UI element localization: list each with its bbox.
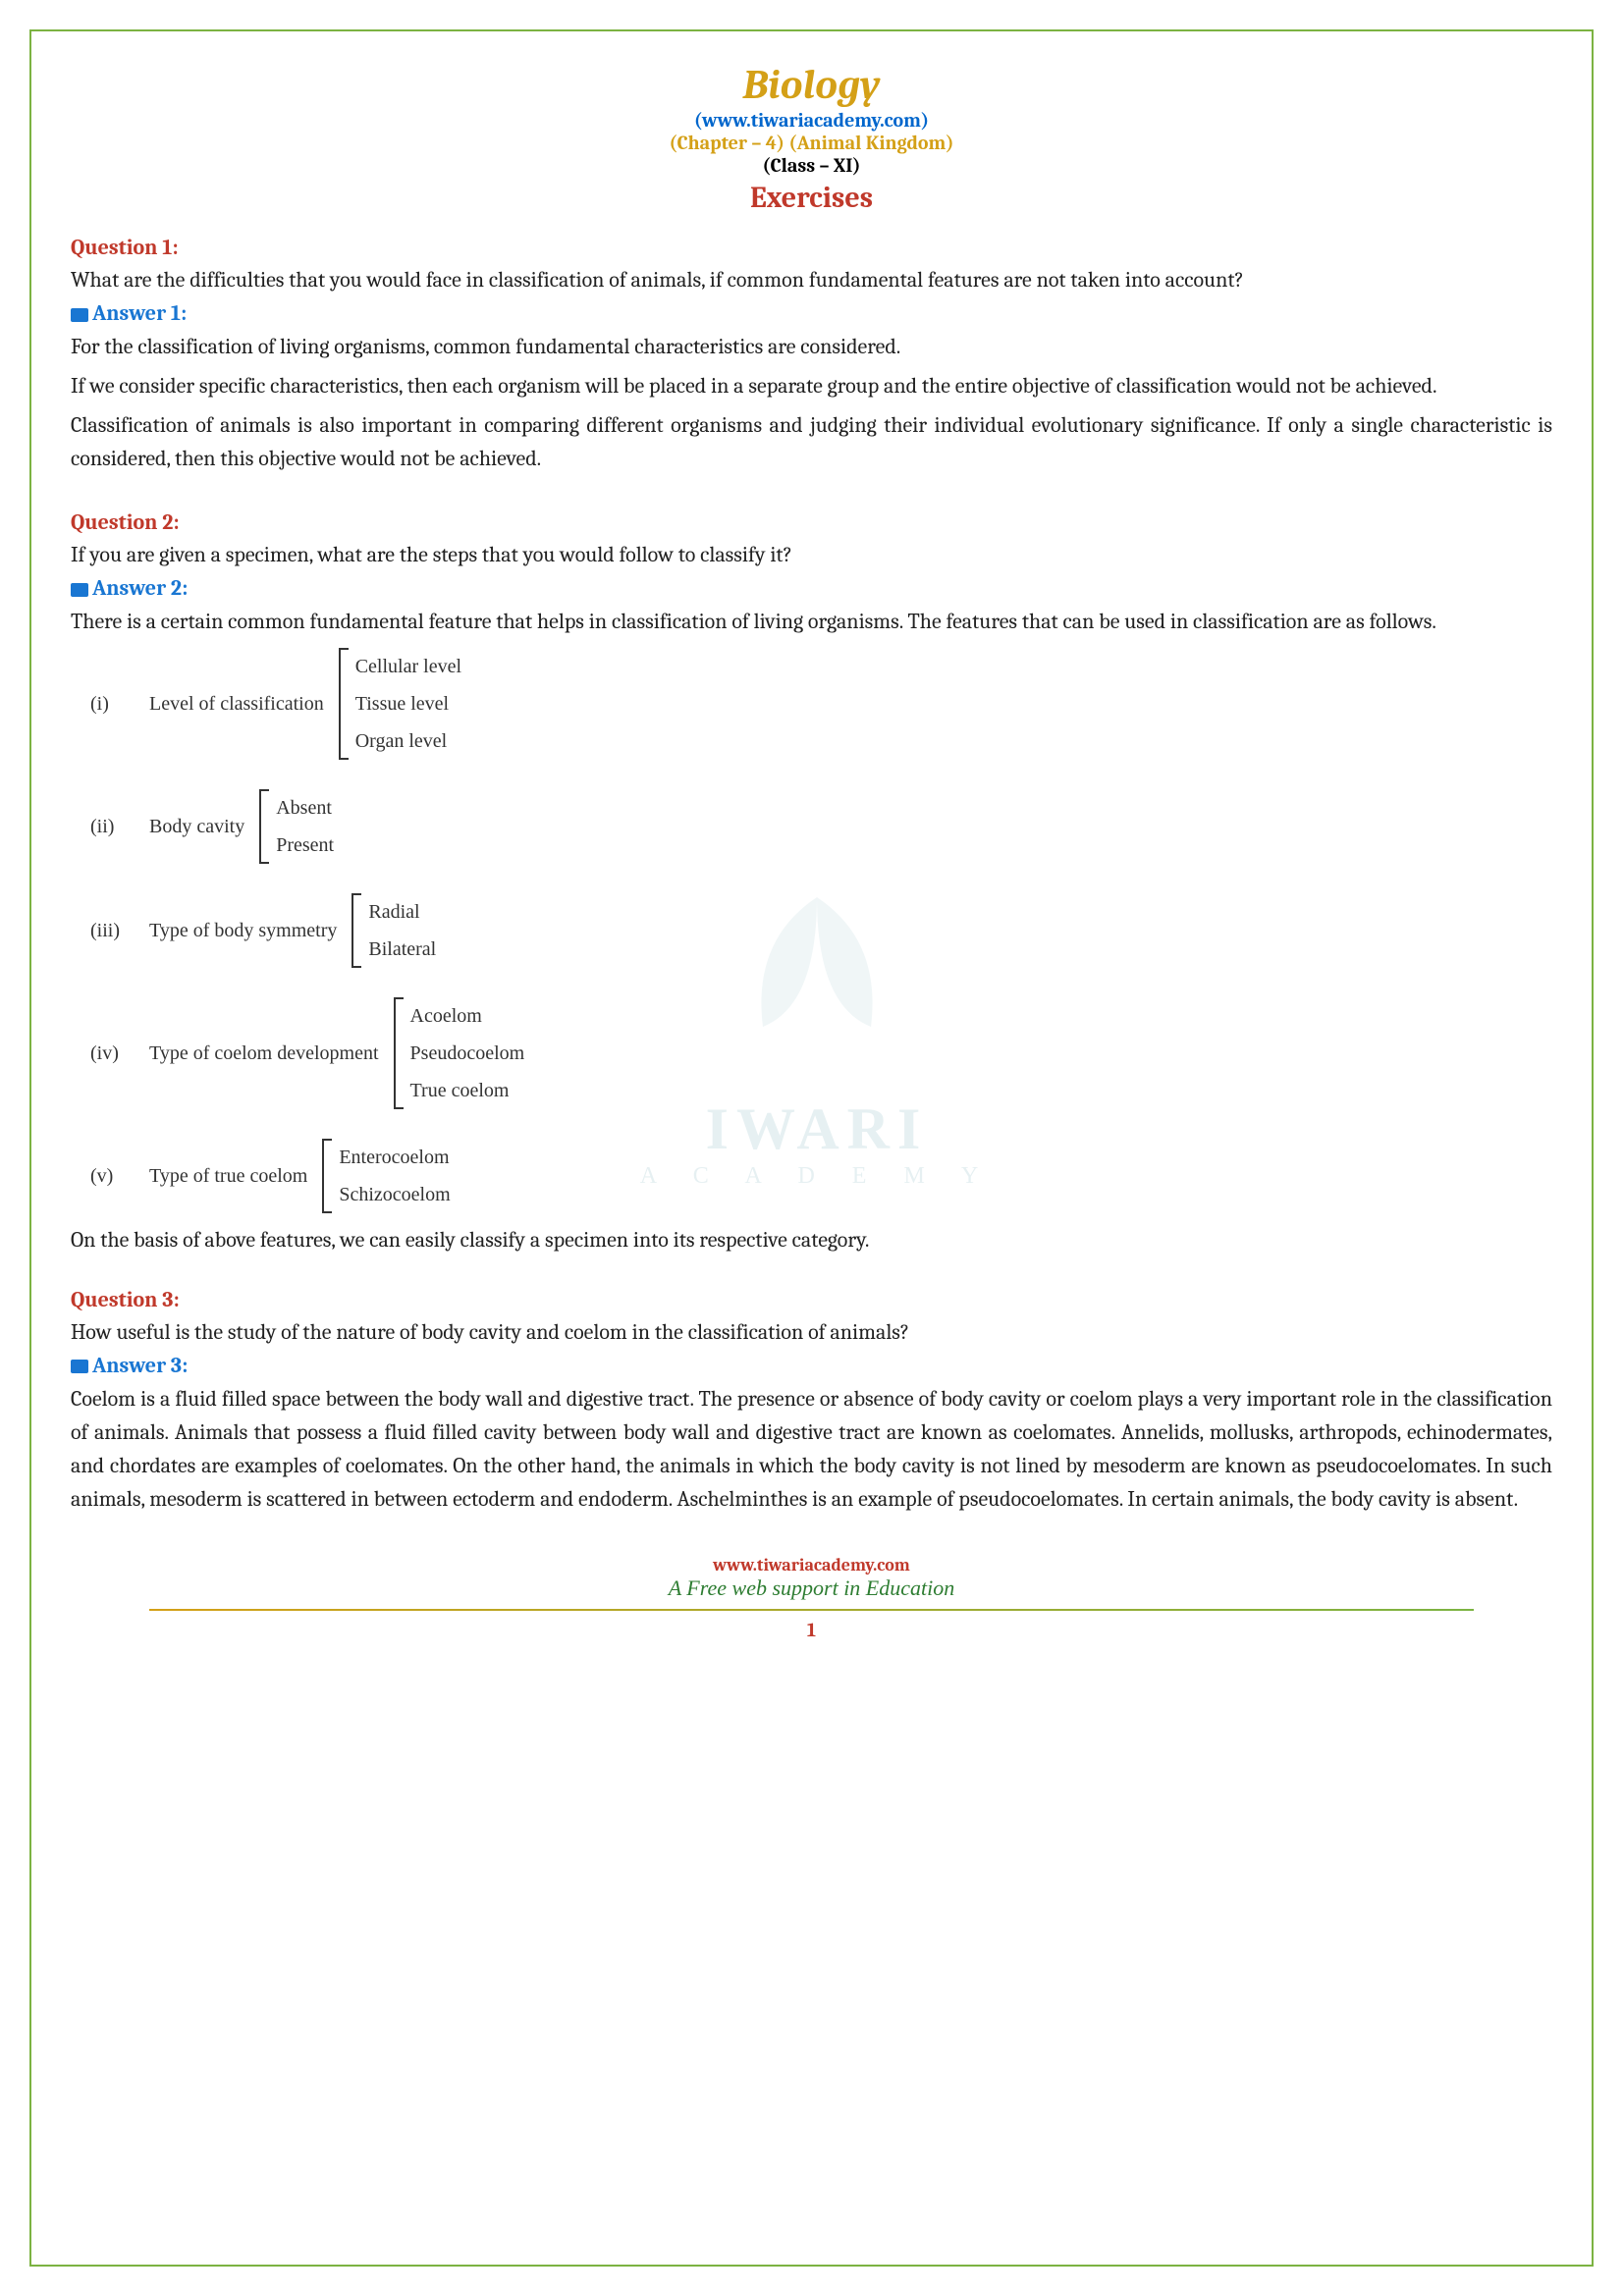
- feature-num: (i): [90, 693, 149, 716]
- document-header: Biology (www.tiwariacademy.com) (Chapter…: [71, 61, 1552, 215]
- feature-label: Body cavity: [149, 816, 259, 838]
- question-text: What are the difficulties that you would…: [71, 264, 1552, 296]
- feature-label: Level of classification: [149, 693, 339, 716]
- answer-outro: On the basis of above features, we can e…: [71, 1223, 1552, 1256]
- feature-row: (ii) Body cavity Absent Present: [90, 789, 1552, 864]
- option: Absent: [276, 789, 334, 827]
- feature-options: Radial Bilateral: [352, 893, 436, 968]
- website-url: (www.tiwariacademy.com): [71, 109, 1552, 132]
- option: True coelom: [410, 1072, 525, 1109]
- feature-options: Cellular level Tissue level Organ level: [339, 648, 461, 760]
- option: Radial: [368, 893, 436, 931]
- feature-num: (v): [90, 1165, 149, 1188]
- answer-text: Coelom is a fluid filled space between t…: [71, 1382, 1552, 1516]
- option: Cellular level: [355, 648, 461, 685]
- answer-label: Answer 1:: [71, 300, 1552, 326]
- answer-text: If we consider specific characteristics,…: [71, 369, 1552, 402]
- answer-intro: There is a certain common fundamental fe…: [71, 605, 1552, 638]
- question-label: Question 2:: [71, 509, 1552, 535]
- page-container: IWARI A C A D E M Y Biology (www.tiwaria…: [29, 29, 1594, 2267]
- footer-divider: [149, 1609, 1474, 1611]
- feature-label: Type of coelom development: [149, 1042, 394, 1065]
- feature-num: (iv): [90, 1042, 149, 1065]
- feature-label: Type of true coelom: [149, 1165, 322, 1188]
- answer-label: Answer 3:: [71, 1353, 1552, 1378]
- chapter-title: (Chapter – 4) (Animal Kingdom): [71, 132, 1552, 154]
- option: Pseudocoelom: [410, 1035, 525, 1072]
- question-label: Question 1:: [71, 235, 1552, 260]
- feature-row: (iii) Type of body symmetry Radial Bilat…: [90, 893, 1552, 968]
- option: Schizocoelom: [339, 1176, 450, 1213]
- option: Enterocoelom: [339, 1139, 450, 1176]
- question-text: If you are given a specimen, what are th…: [71, 539, 1552, 571]
- feature-num: (ii): [90, 816, 149, 838]
- class-label: (Class – XI): [71, 154, 1552, 177]
- answer-text: For the classification of living organis…: [71, 330, 1552, 363]
- feature-label: Type of body symmetry: [149, 920, 352, 942]
- answer-text: Classification of animals is also import…: [71, 408, 1552, 475]
- option: Bilateral: [368, 931, 436, 968]
- option: Acoelom: [410, 997, 525, 1035]
- feature-options: Enterocoelom Schizocoelom: [322, 1139, 450, 1213]
- footer-site: www.tiwariacademy.com: [71, 1555, 1552, 1575]
- page-number: 1: [71, 1619, 1552, 1641]
- feature-options: Acoelom Pseudocoelom True coelom: [394, 997, 525, 1109]
- page-footer: www.tiwariacademy.com A Free web support…: [71, 1555, 1552, 1641]
- feature-num: (iii): [90, 920, 149, 942]
- subject-title: Biology: [71, 61, 1552, 109]
- section-title: Exercises: [71, 181, 1552, 215]
- footer-tagline: A Free web support in Education: [71, 1575, 1552, 1601]
- feature-row: (i) Level of classification Cellular lev…: [90, 648, 1552, 760]
- feature-row: (v) Type of true coelom Enterocoelom Sch…: [90, 1139, 1552, 1213]
- question-label: Question 3:: [71, 1287, 1552, 1312]
- option: Present: [276, 827, 334, 864]
- option: Organ level: [355, 722, 461, 760]
- feature-row: (iv) Type of coelom development Acoelom …: [90, 997, 1552, 1109]
- classification-features: (i) Level of classification Cellular lev…: [90, 648, 1552, 1213]
- option: Tissue level: [355, 685, 461, 722]
- feature-options: Absent Present: [259, 789, 334, 864]
- answer-label: Answer 2:: [71, 575, 1552, 601]
- question-text: How useful is the study of the nature of…: [71, 1316, 1552, 1349]
